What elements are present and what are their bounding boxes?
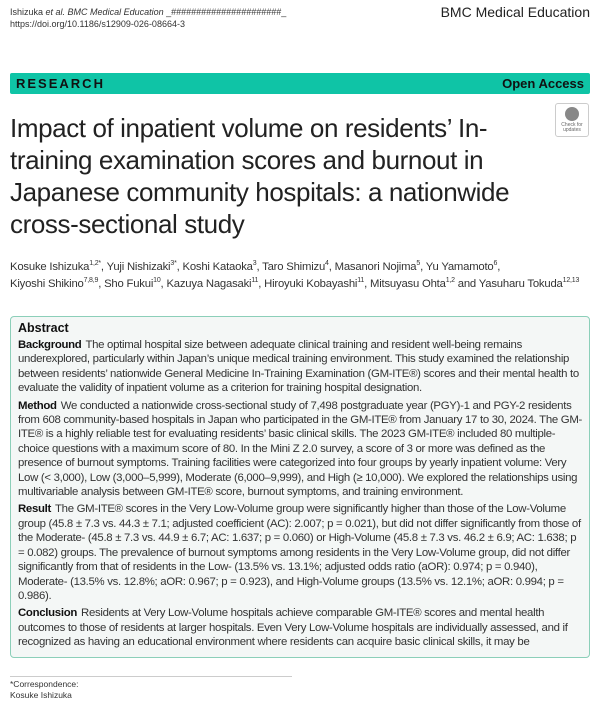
journal-name: BMC Medical Education — [440, 4, 590, 20]
result-label: Result — [18, 503, 52, 516]
author-affiliation: 12,13 — [562, 277, 580, 285]
correspondence-label: *Correspondence: — [10, 679, 79, 689]
method-label: Method — [18, 399, 57, 412]
running-head-author: Ishizuka — [10, 7, 44, 17]
article-type-banner: RESEARCH Open Access — [10, 73, 590, 94]
conclusion-label: Conclusion — [18, 607, 78, 620]
abstract-box: Abstract Background The optimal hospital … — [10, 316, 590, 658]
author-name[interactable]: Hiroyuki Kobayashi — [264, 278, 358, 290]
check-for-updates-button[interactable]: Check for updates — [555, 103, 589, 137]
author-name[interactable]: Masanori Nojima — [334, 261, 417, 273]
author-name[interactable]: Kosuke Ishizuka — [10, 261, 90, 273]
check-updates-label: Check for updates — [561, 122, 583, 133]
bookmark-icon — [565, 107, 579, 121]
abstract-heading: Abstract — [18, 321, 69, 335]
article-type: RESEARCH — [16, 76, 105, 91]
author-affiliation: 5 — [416, 260, 421, 268]
footnote-divider — [10, 676, 292, 677]
article-title: Impact of inpatient volume on residents’… — [10, 113, 510, 239]
background-text: The optimal hospital size between adequa… — [18, 339, 579, 395]
author-name[interactable]: Kazuya Nagasaki — [166, 278, 252, 290]
author-name[interactable]: Yasuharu Tokuda — [478, 278, 563, 290]
author-affiliation: 7,8,9 — [83, 277, 99, 285]
author-affiliation: 1,2* — [89, 260, 101, 268]
abstract-conclusion: Conclusion Residents at Very Low-Volume h… — [18, 606, 583, 649]
background-label: Background — [18, 339, 82, 351]
running-head-suffix: _######################_ — [163, 7, 287, 17]
author-name[interactable]: Taro Shimizu — [262, 261, 326, 273]
correspondence-footnote: *Correspondence: Kosuke Ishizuka — [10, 679, 79, 701]
author-affiliation: 11 — [251, 277, 259, 285]
author-affiliation: 10 — [153, 277, 161, 285]
running-head-journal: et al. BMC Medical Education — [45, 7, 164, 17]
abstract-result: Result The GM-ITE® scores in the Very Low… — [18, 502, 583, 603]
running-head: Ishizuka et al. BMC Medical Education _#… — [10, 6, 286, 30]
author-name[interactable]: Mitsuyasu Ohta — [370, 278, 446, 290]
author-name[interactable]: Sho Fukui — [104, 278, 154, 290]
author-name[interactable]: Kiyoshi Shikino — [10, 278, 84, 290]
author-affiliation: 3 — [252, 260, 257, 268]
correspondence-name: Kosuke Ishizuka — [10, 690, 72, 700]
author-affiliation: 4 — [325, 260, 329, 268]
author-list: Kosuke Ishizuka1,2*, Yuji Nishizaki3*, K… — [10, 260, 580, 290]
author-affiliation: 6 — [493, 260, 498, 268]
author-affiliation: 11 — [357, 277, 365, 285]
author-affiliation: 3* — [170, 260, 177, 268]
method-text: We conducted a nationwide cross-sectiona… — [18, 399, 583, 499]
conclusion-text: Residents at Very Low-Volume hospitals a… — [18, 607, 568, 649]
doi-link[interactable]: https://doi.org/10.1186/s12909-026-08664… — [10, 19, 185, 29]
author-name[interactable]: Koshi Kataoka — [182, 261, 253, 273]
author-name[interactable]: Yu Yamamoto — [425, 261, 494, 273]
abstract-method: Method We conducted a nationwide cross-se… — [18, 399, 583, 500]
open-access-label: Open Access — [502, 76, 584, 91]
author-affiliation: 1,2 — [445, 277, 455, 285]
author-name[interactable]: Yuji Nishizaki — [106, 261, 171, 273]
result-text: The GM-ITE® scores in the Very Low-Volum… — [18, 503, 581, 602]
abstract-background: Background The optimal hospital size betw… — [18, 338, 583, 396]
